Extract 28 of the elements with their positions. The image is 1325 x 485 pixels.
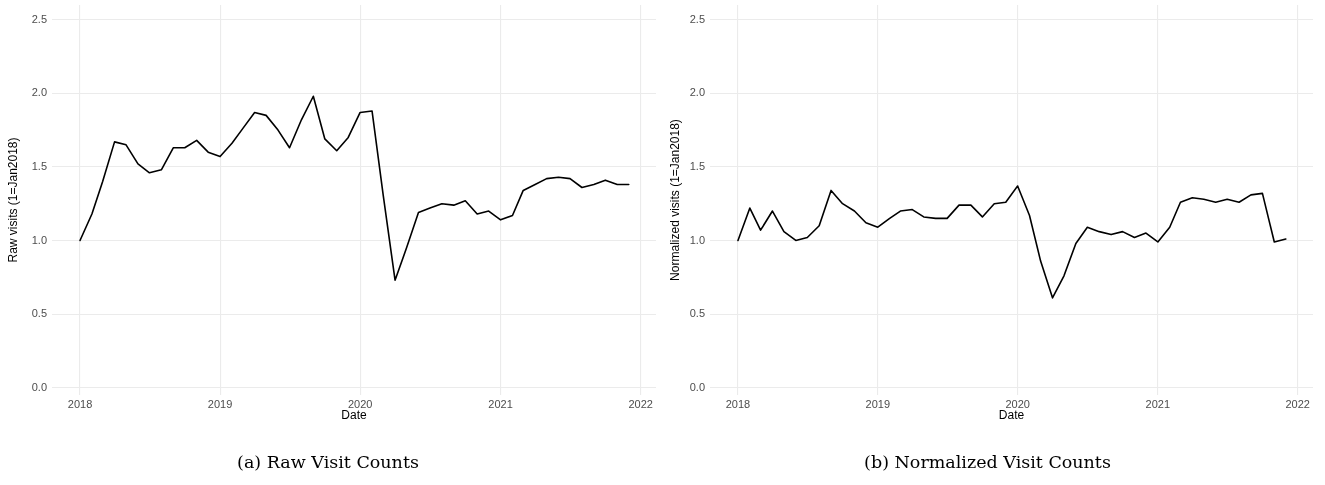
x-tick-label: 2021 [488,397,513,410]
y-tick-label: 2.5 [689,12,705,25]
y-tick-label: 2.0 [689,86,705,99]
x-tick-label: 2021 [1145,397,1171,410]
y-tick-label: 0.5 [31,307,47,320]
x-tick-label: 2019 [207,397,233,410]
y-tick-label: 1.0 [31,233,47,246]
y-tick-label: 1.5 [31,159,47,172]
y-tick-label: 2.0 [31,86,47,99]
x-tick-label: 2018 [67,397,93,410]
y-tick-label: 2.5 [31,12,47,25]
y-axis-title: Raw visits (1=Jan2018) [5,137,20,263]
y-tick-label: 0.0 [31,380,47,393]
y-tick-label: 1.0 [689,233,705,246]
x-tick-label: 2018 [725,397,751,410]
x-tick-label: 2022 [1285,397,1310,410]
text: (a) Raw Visit Counts [237,452,419,473]
x-tick-label: 2020 [347,397,373,410]
text: (b) Normalized Visit Counts [864,452,1111,473]
x-tick-label: 2020 [1005,397,1030,410]
x-tick-label: 2019 [865,397,891,410]
y-tick-label: 0.0 [689,380,705,393]
y-tick-label: 0.5 [689,307,705,320]
x-axis-title: Date [341,408,367,423]
x-tick-label: 2022 [628,397,653,410]
y-tick-label: 1.5 [689,159,705,172]
x-axis-title: Date [998,408,1025,423]
y-axis-title: Normalized visits (1=Jan2018) [667,119,682,281]
